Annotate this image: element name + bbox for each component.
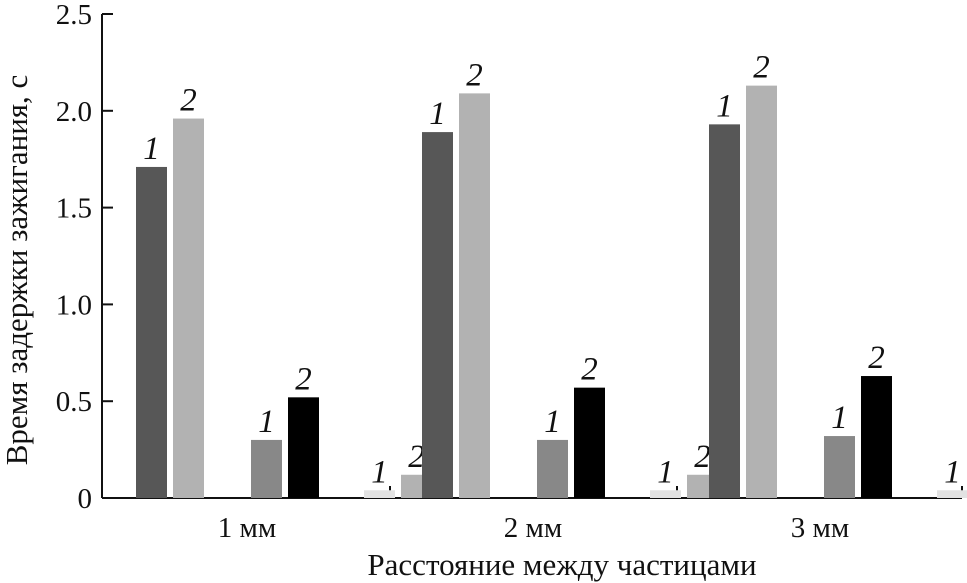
y-tick-label: 2.5 <box>56 0 92 31</box>
bar <box>288 397 319 498</box>
y-tick-label: 2.0 <box>56 96 92 128</box>
bar-label: 1 <box>716 88 733 124</box>
bar-label: 2 <box>295 361 312 397</box>
bar <box>824 436 855 498</box>
y-axis-title: Время задержки зажигания, с <box>0 75 34 466</box>
x-tick-label: 2 мм <box>504 512 562 544</box>
bar <box>136 166 167 498</box>
bar-label: 2 <box>581 352 598 388</box>
bar <box>364 490 395 498</box>
x-tick-label: 1 мм <box>218 512 276 544</box>
bar-label: 1 <box>944 454 961 490</box>
bar-label: 1 <box>429 96 446 132</box>
bar-label: 2 <box>868 340 885 376</box>
bar-label: 2 <box>753 50 770 86</box>
y-tick-label: 0.5 <box>56 386 92 418</box>
y-tick-label: 1.5 <box>56 193 92 225</box>
bar <box>937 490 967 498</box>
bar-label: 1 <box>143 131 160 167</box>
bar-label: 1 <box>544 404 561 440</box>
bar-label: 2 <box>466 57 483 93</box>
y-tick-label: 1.0 <box>56 289 92 321</box>
bar-label: 1 <box>371 454 388 490</box>
bar <box>459 93 490 498</box>
bar <box>422 132 453 498</box>
bar-label: 1 <box>831 400 848 436</box>
bar <box>574 387 605 498</box>
x-tick-label: 3 мм <box>791 512 849 544</box>
bar-label: 1 <box>258 404 275 440</box>
bar-label: 2 <box>180 83 197 119</box>
bar <box>650 490 681 498</box>
bar <box>746 85 777 498</box>
y-tick-label: 0 <box>78 483 93 515</box>
bar-label: 2 <box>694 439 711 475</box>
bar <box>861 376 892 498</box>
bar <box>251 439 282 498</box>
bar <box>173 118 204 498</box>
bar-label: 2 <box>408 439 425 475</box>
bar <box>537 439 568 498</box>
bar-label: 1 <box>657 454 674 490</box>
x-axis-title: Расстояние между частицами <box>367 547 756 582</box>
bar <box>709 124 740 499</box>
